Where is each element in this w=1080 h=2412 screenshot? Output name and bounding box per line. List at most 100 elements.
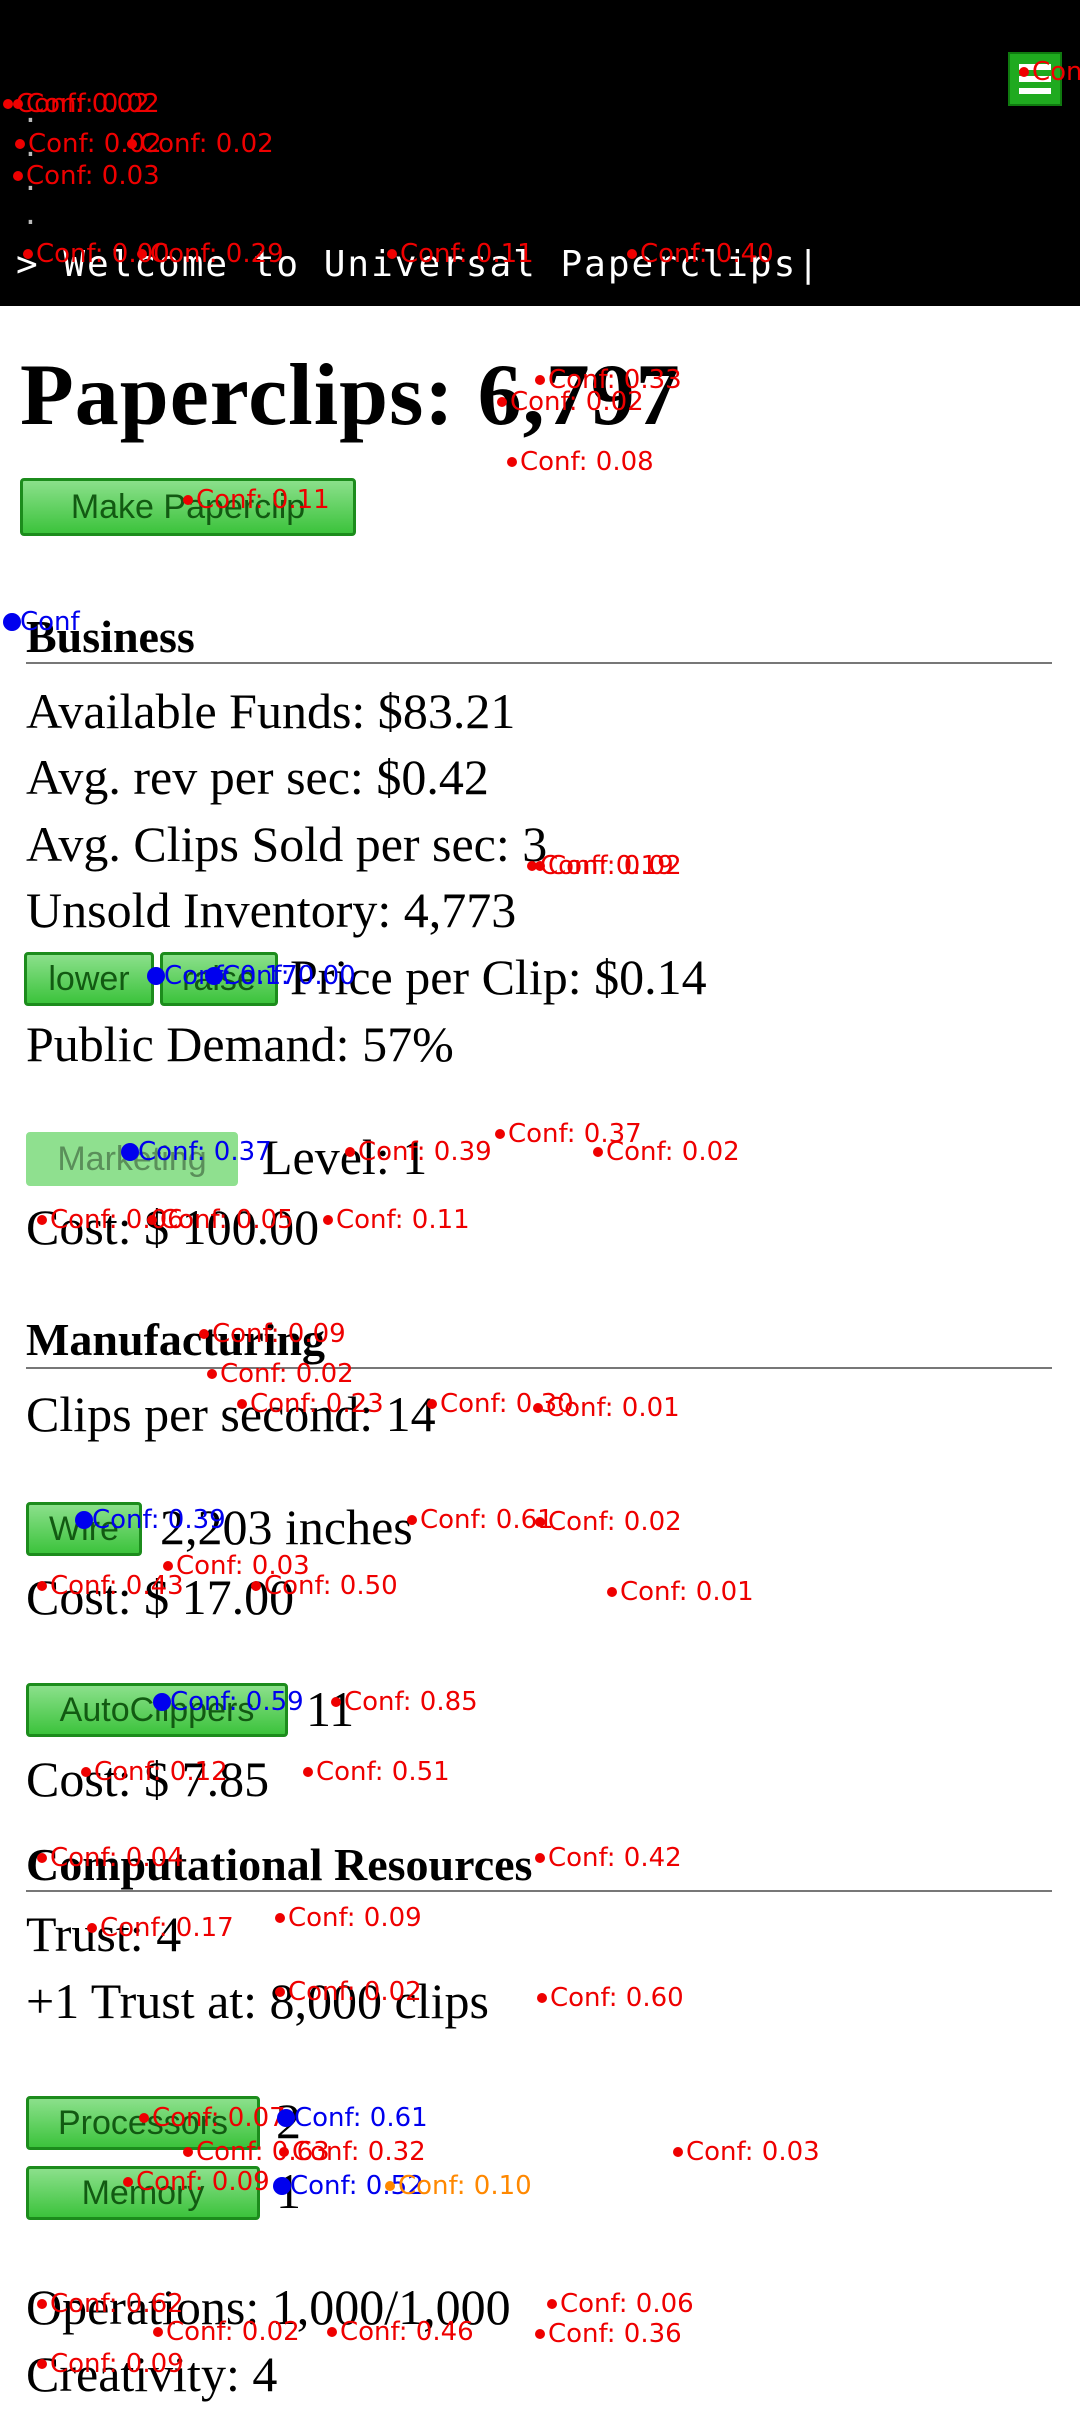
detection-label: Conf: 0.36 [548,2319,682,2349]
avg-rev-label: Avg. rev per sec: [26,749,364,805]
avg-rev-row: Avg. rev per sec: $0.42 [26,748,489,806]
detection-point [593,1147,603,1157]
section-divider [26,662,1052,664]
detection-label: Conf: 0.52 [290,2171,424,2201]
memory-count: 1 [276,2162,301,2220]
business-section-title: Business [26,610,195,663]
autoclippers-cost: Cost: $ 7.85 [26,1750,269,1808]
detection-label: Conf: 0.11 [336,1205,470,1235]
processors-count: 2 [276,2092,301,2150]
console-dots: . . . . [22,96,39,232]
menu-icon-bar [1019,64,1051,70]
clips-per-second-label: Clips per second: [26,1386,373,1442]
detection-point [495,1129,505,1139]
detection-label: Conf: 0.03 [686,2137,820,2167]
public-demand-label: Public Demand: [26,1016,350,1072]
menu-button[interactable] [1008,52,1062,106]
detection-point [303,1767,313,1777]
detection-label: Conf: 0.42 [548,1843,682,1873]
creativity-row: Creativity: 4 [26,2345,277,2403]
detection-label: Conf: 0.02 [548,1507,682,1537]
make-paperclip-button[interactable]: Make Paperclip [20,478,356,536]
marketing-level-row: Level: 1 [262,1128,427,1186]
clips-per-second-value: 14 [386,1386,436,1442]
marketing-level-value: 1 [402,1129,427,1185]
detection-point [535,1517,545,1527]
wire-cost: Cost: $ 17.00 [26,1568,294,1626]
marketing-button[interactable]: Marketing [26,1132,238,1186]
wire-inches-value: 2,203 inches [160,1498,413,1556]
console-dot: . [22,198,39,232]
price-per-clip-row: Price per Clip: $0.14 [290,948,707,1006]
next-trust-text: +1 Trust at: 8,000 clips [26,1972,489,2030]
trust-label: Trust: [26,1906,144,1962]
available-funds-value: 83.21 [403,683,516,739]
detection-label: Conf: 0.61 [420,1505,554,1535]
operations-label: Operations: [26,2279,259,2335]
detection-point [607,1587,617,1597]
menu-icon-bar [1019,76,1051,82]
detection-label: Conf: 0.61 [294,2103,428,2133]
detection-point [207,1369,217,1379]
detection-label: Conf: 0.10 [398,2171,532,2201]
unsold-inventory-value: 4,773 [404,882,517,938]
paperclip-count-title: Paperclips: 6,797 [20,345,681,446]
creativity-label: Creativity: [26,2346,240,2402]
detection-point [673,2147,683,2157]
menu-icon-bar [1019,88,1051,94]
detection-label: Conf: 0.09 [288,1903,422,1933]
avg-clips-sold-label: Avg. Clips Sold per sec: [26,816,510,872]
available-funds-label: Available Funds: $ [26,683,403,739]
processors-button[interactable]: Processors [26,2096,260,2150]
detection-point [535,1853,545,1863]
memory-button[interactable]: Memory [26,2166,260,2220]
console-panel: . . . . > Welcome to Universal Paperclip… [0,0,1080,306]
avg-rev-value: $0.42 [376,749,489,805]
console-dot: . [22,164,39,198]
detection-label: Conf: 0.01 [546,1393,680,1423]
public-demand-value: 57% [362,1016,454,1072]
detection-label: Conf: 0.30 [440,1389,574,1419]
detection-label: Conf: 0.02 [548,851,682,881]
detection-label: Conf: 0.32 [292,2137,426,2167]
detection-point [533,1403,543,1413]
console-dot: . [22,130,39,164]
avg-clips-sold-value: 3 [522,816,547,872]
operations-row: Operations: 1,000/1,000 [26,2278,511,2336]
buy-wire-button[interactable]: Wire [26,1502,142,1556]
autoclippers-count: 11 [306,1680,354,1738]
unsold-inventory-row: Unsold Inventory: 4,773 [26,881,516,939]
computational-section-title: Computational Resources [26,1838,532,1891]
detection-label: Conf: 0.37 [508,1119,642,1149]
detection-point [547,2299,557,2309]
detection-point [323,1215,333,1225]
unsold-inventory-label: Unsold Inventory: [26,882,391,938]
available-funds-row: Available Funds: $83.21 [26,682,515,740]
detection-label: Conf: 0.01 [620,1577,754,1607]
trust-row: Trust: 4 [26,1905,181,1963]
console-dot: . [22,96,39,130]
lower-price-button[interactable]: lower [24,952,154,1006]
detection-point [385,2181,395,2191]
autoclippers-button[interactable]: AutoClippers [26,1683,288,1737]
detection-point [3,613,21,631]
creativity-value: 4 [252,2346,277,2402]
manufacturing-section-title: Manufacturing [26,1313,325,1366]
detection-point [275,1913,285,1923]
public-demand-row: Public Demand: 57% [26,1015,454,1073]
detection-label: Conf: 0.85 [344,1687,478,1717]
price-per-clip-value: $0.14 [594,949,707,1005]
raise-price-button[interactable]: raise [160,952,278,1006]
detection-point [537,1993,547,2003]
avg-clips-sold-row: Avg. Clips Sold per sec: 3 [26,815,547,873]
detection-point [507,457,517,467]
marketing-level-label: Level: [262,1129,390,1185]
detection-label: Conf: 0.02 [606,1137,740,1167]
clips-per-second-row: Clips per second: 14 [26,1385,436,1443]
marketing-cost: Cost: $ 100.00 [26,1198,319,1256]
price-per-clip-label: Price per Clip: [290,949,582,1005]
detection-label: Conf: 0.60 [550,1983,684,2013]
console-message: > Welcome to Universal Paperclips| [16,244,821,285]
detection-label: Conf: 0.19 [540,851,674,881]
detection-label: Conf: 0.08 [520,447,654,477]
